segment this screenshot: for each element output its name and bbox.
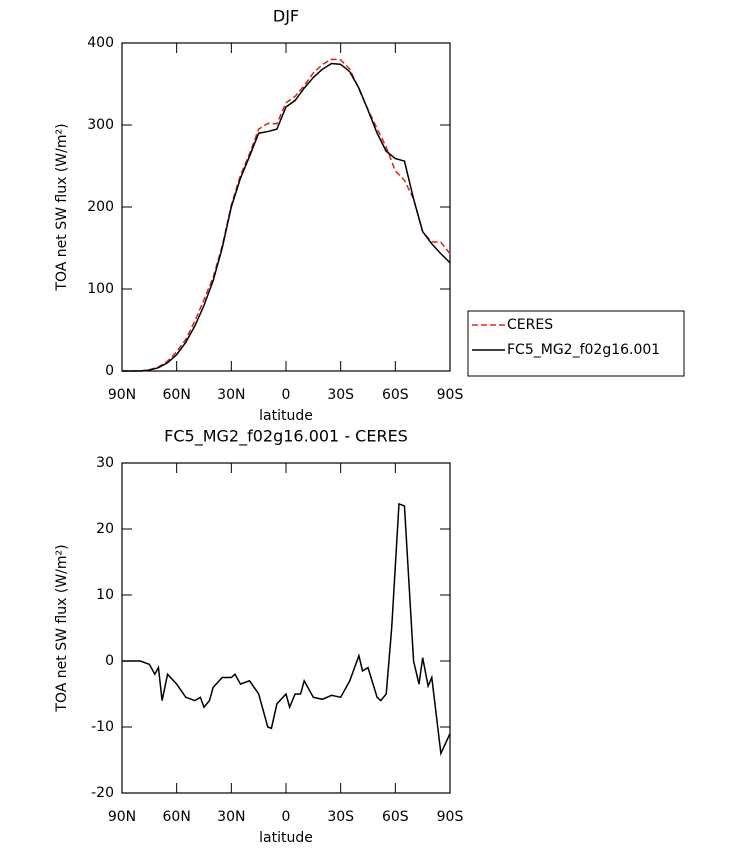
chart-title: FC5_MG2_f02g16.001 - CERES [164,427,408,447]
x-tick-label: 60S [382,809,409,825]
legend-label: FC5_MG2_f02g16.001 [507,342,660,358]
x-tick-label: 0 [282,387,291,403]
plot-frame [121,462,451,794]
y-tick-label: 20 [96,521,114,537]
x-tick-label: 90N [108,387,136,403]
x-tick-label: 90S [437,387,464,403]
y-tick-label: -20 [91,785,114,801]
y-axis-label: TOA net SW flux (W/m²) [54,123,70,291]
x-tick-label: 90N [108,809,136,825]
x-tick-label: 30N [217,809,245,825]
plot-frame [121,42,451,372]
y-tick-label: 200 [87,199,114,215]
x-tick-label: 60S [382,387,409,403]
chart-title: DJF [273,7,299,26]
series-line [122,58,451,372]
y-tick-label: 100 [87,281,114,297]
series-line [122,502,451,757]
x-tick-label: 60N [163,387,191,403]
y-tick-label: 0 [105,653,114,669]
x-tick-label: 30S [327,809,354,825]
legend-label: CERES [507,317,553,333]
x-tick-label: 30S [327,387,354,403]
x-tick-label: 30N [217,387,245,403]
x-tick-label: 60N [163,809,191,825]
series-line [122,62,451,372]
x-axis-label: latitude [259,408,313,424]
y-axis-label: TOA net SW flux (W/m²) [54,544,70,712]
y-tick-label: 10 [96,587,114,603]
y-tick-label: 30 [96,455,114,471]
x-axis-label: latitude [259,830,313,846]
y-tick-label: 300 [87,117,114,133]
y-tick-label: 0 [105,363,114,379]
y-tick-label: -10 [91,719,114,735]
x-tick-label: 0 [282,809,291,825]
y-tick-label: 400 [87,35,114,51]
legend-box [467,310,685,377]
x-tick-label: 90S [437,809,464,825]
